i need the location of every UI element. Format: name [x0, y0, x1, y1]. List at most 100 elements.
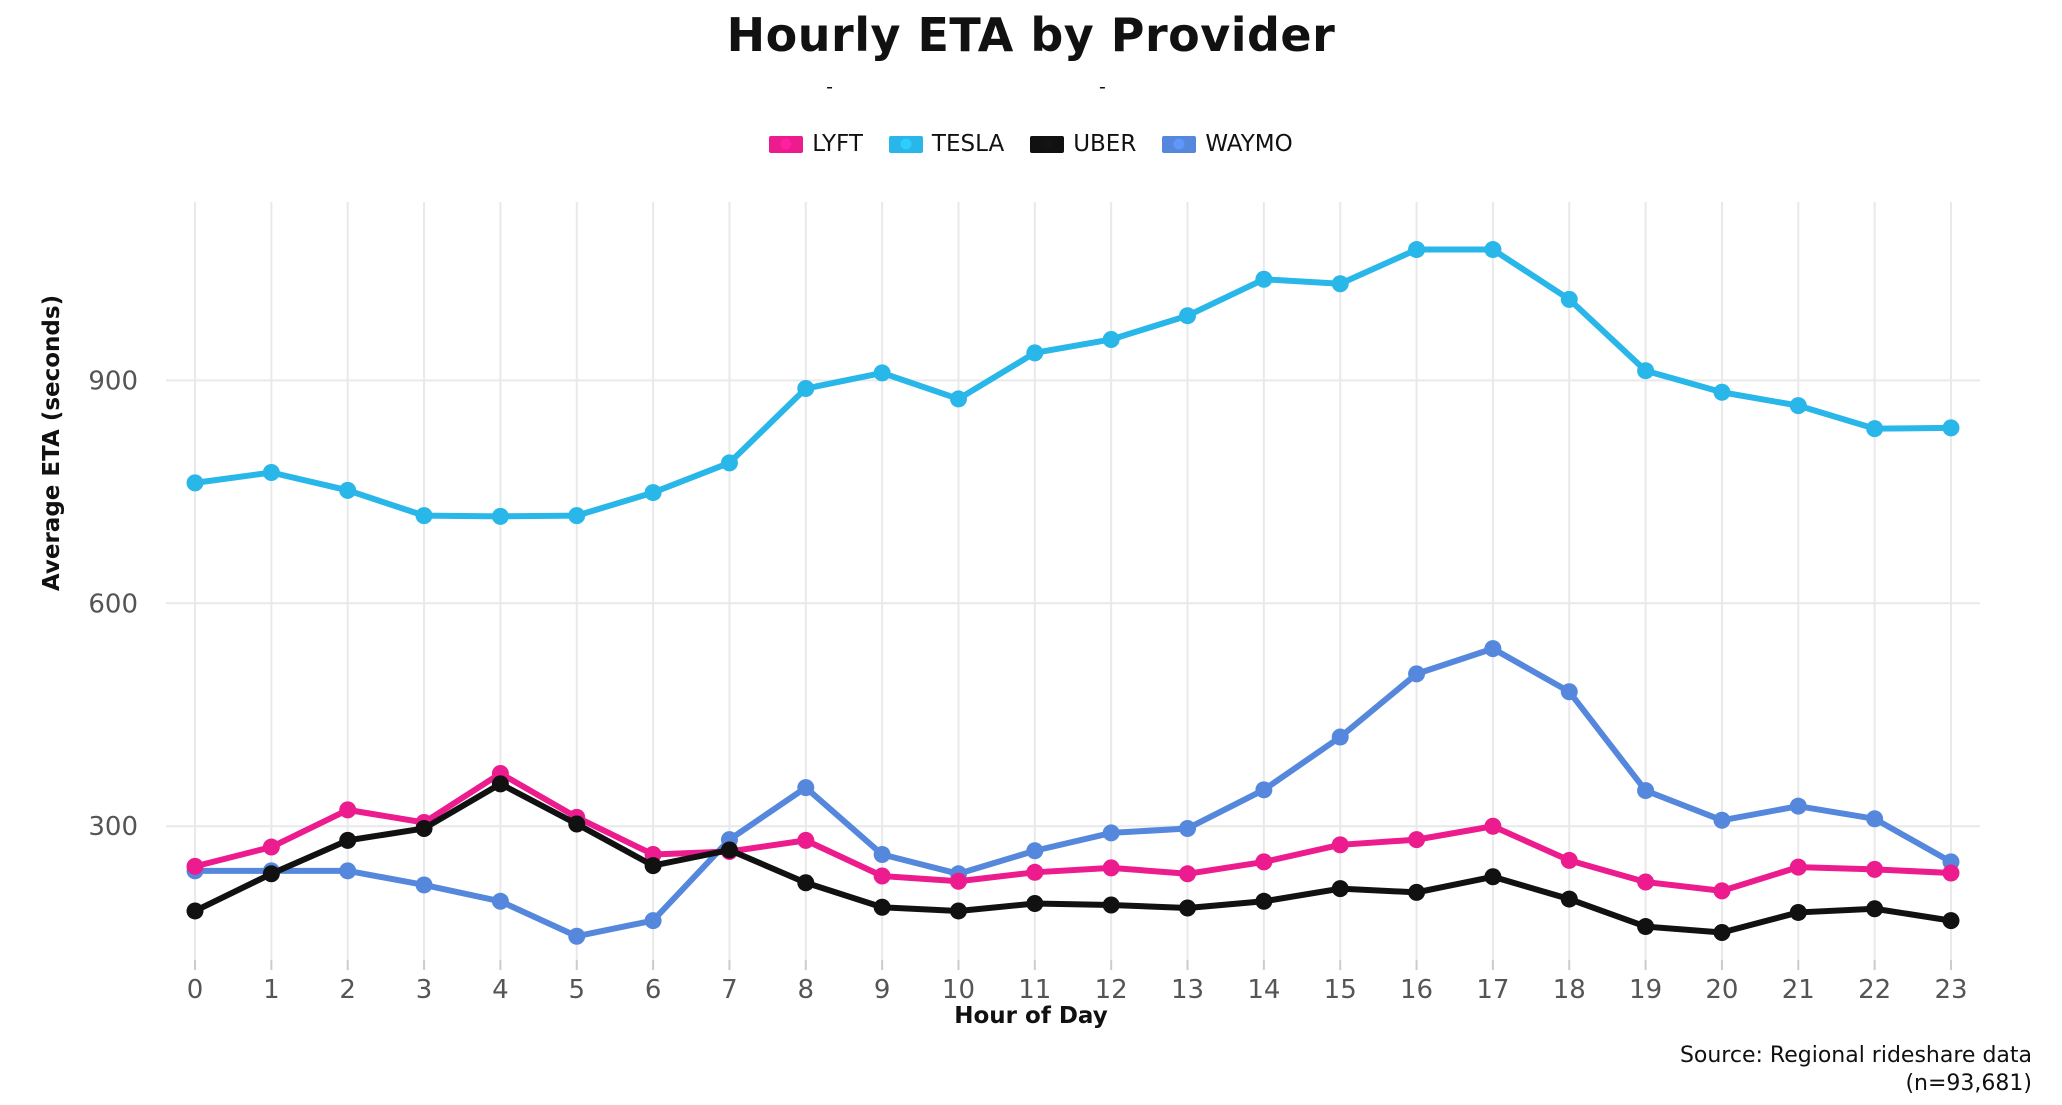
data-point[interactable] [1560, 851, 1578, 869]
data-point[interactable] [1789, 397, 1807, 415]
data-point[interactable] [186, 474, 204, 492]
data-point[interactable] [644, 484, 662, 502]
data-point[interactable] [262, 838, 280, 856]
data-point[interactable] [1102, 859, 1120, 877]
data-point[interactable] [873, 898, 891, 916]
data-point[interactable] [644, 857, 662, 875]
x-tick-label: 17 [1476, 975, 1509, 1005]
y-tick-label: 300 [88, 812, 138, 842]
data-point[interactable] [949, 872, 967, 890]
data-point[interactable] [415, 876, 433, 894]
data-point[interactable] [1026, 842, 1044, 860]
data-point[interactable] [720, 454, 738, 472]
data-point[interactable] [491, 892, 509, 910]
data-point[interactable] [1789, 797, 1807, 815]
data-point[interactable] [1713, 811, 1731, 829]
data-point[interactable] [1637, 918, 1655, 936]
data-point[interactable] [491, 775, 509, 793]
data-point[interactable] [1560, 683, 1578, 701]
data-point[interactable] [797, 380, 815, 398]
x-tick-label: 22 [1858, 975, 1891, 1005]
data-point[interactable] [1789, 903, 1807, 921]
data-point[interactable] [1713, 924, 1731, 942]
data-point[interactable] [1484, 817, 1502, 835]
data-point[interactable] [1560, 890, 1578, 908]
data-point[interactable] [1637, 873, 1655, 891]
data-point[interactable] [339, 862, 357, 880]
data-point[interactable] [1026, 895, 1044, 913]
x-tick-label: 9 [874, 975, 891, 1005]
data-point[interactable] [1560, 290, 1578, 308]
data-point[interactable] [949, 902, 967, 920]
data-point[interactable] [1179, 865, 1197, 883]
data-point[interactable] [415, 507, 433, 525]
data-point[interactable] [1408, 241, 1426, 259]
data-point[interactable] [1408, 883, 1426, 901]
data-point[interactable] [797, 779, 815, 797]
data-point[interactable] [568, 507, 586, 525]
data-point[interactable] [1179, 819, 1197, 837]
data-point[interactable] [1942, 864, 1960, 882]
data-point[interactable] [873, 364, 891, 382]
data-point[interactable] [644, 912, 662, 930]
data-point[interactable] [1866, 810, 1884, 828]
data-point[interactable] [1102, 330, 1120, 348]
data-point[interactable] [568, 927, 586, 945]
data-point[interactable] [1942, 912, 1960, 930]
data-point[interactable] [186, 902, 204, 920]
data-point[interactable] [1789, 858, 1807, 876]
data-point[interactable] [1179, 307, 1197, 325]
x-tick-label: 10 [942, 975, 975, 1005]
chart-legend: LYFT TESLA UBER WAYMO [0, 131, 2062, 157]
data-point[interactable] [262, 865, 280, 883]
data-point[interactable] [1866, 900, 1884, 918]
data-point[interactable] [1026, 863, 1044, 881]
x-tick-label: 11 [1018, 975, 1051, 1005]
data-point[interactable] [1255, 853, 1273, 871]
legend-item-waymo[interactable]: WAYMO [1162, 131, 1293, 157]
data-point[interactable] [1637, 362, 1655, 380]
data-point[interactable] [1637, 782, 1655, 800]
data-point[interactable] [568, 815, 586, 833]
data-point[interactable] [1255, 892, 1273, 910]
data-point[interactable] [1713, 383, 1731, 401]
data-point[interactable] [1255, 781, 1273, 799]
data-point[interactable] [1179, 899, 1197, 917]
data-point[interactable] [491, 507, 509, 525]
series-line [192, 246, 1954, 520]
data-point[interactable] [720, 841, 738, 859]
data-point[interactable] [1484, 640, 1502, 658]
legend-item-tesla[interactable]: TESLA [888, 131, 1004, 157]
data-point[interactable] [1331, 836, 1349, 854]
data-point[interactable] [873, 845, 891, 863]
data-point[interactable] [1102, 896, 1120, 914]
data-point[interactable] [1331, 880, 1349, 898]
data-point[interactable] [1408, 665, 1426, 683]
x-tick-label: 15 [1324, 975, 1357, 1005]
data-point[interactable] [1866, 420, 1884, 438]
data-point[interactable] [1026, 344, 1044, 362]
data-point[interactable] [415, 819, 433, 837]
data-point[interactable] [1484, 868, 1502, 886]
data-point[interactable] [873, 867, 891, 885]
data-point[interactable] [339, 801, 357, 819]
data-point[interactable] [1408, 831, 1426, 849]
data-point[interactable] [1255, 270, 1273, 288]
data-point[interactable] [1331, 728, 1349, 746]
data-point[interactable] [949, 390, 967, 408]
legend-item-lyft[interactable]: LYFT [769, 131, 863, 157]
data-point[interactable] [1866, 860, 1884, 878]
data-point[interactable] [339, 831, 357, 849]
legend-item-uber[interactable]: UBER [1030, 131, 1136, 157]
data-point[interactable] [797, 831, 815, 849]
data-point[interactable] [1102, 824, 1120, 842]
data-point[interactable] [186, 857, 204, 875]
data-point[interactable] [1942, 419, 1960, 437]
data-point[interactable] [1713, 882, 1731, 900]
data-point[interactable] [1484, 241, 1502, 259]
data-point[interactable] [797, 874, 815, 892]
x-axis-title: Hour of Day [954, 1003, 1108, 1029]
data-point[interactable] [1331, 275, 1349, 293]
data-point[interactable] [339, 481, 357, 499]
data-point[interactable] [262, 464, 280, 482]
